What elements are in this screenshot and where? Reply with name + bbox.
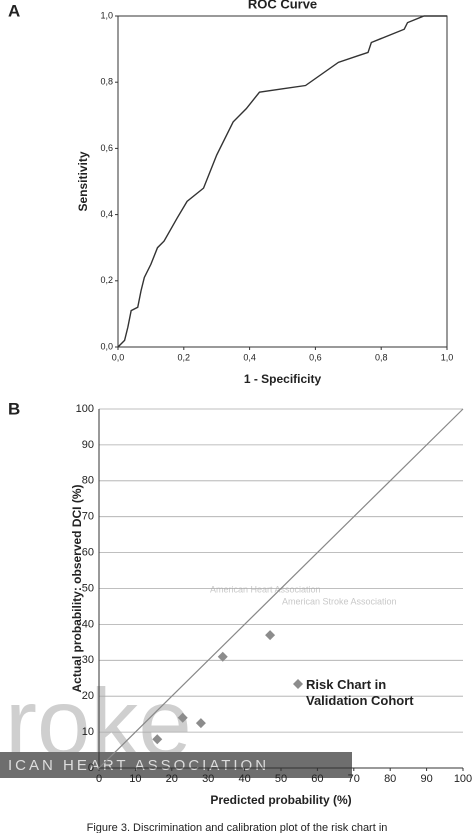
- x-tick-label: 0,0: [112, 352, 125, 362]
- y-axis-label: Sensitivity: [76, 151, 90, 211]
- x-tick-label: 40: [238, 773, 250, 785]
- x-axis-label: Predicted probability (%): [210, 793, 351, 807]
- watermark: American Heart Association: [210, 584, 321, 594]
- y-tick-label: 0: [88, 762, 94, 774]
- x-tick-label: 90: [420, 773, 432, 785]
- panel-label: B: [8, 399, 20, 418]
- panel-label: A: [8, 1, 20, 20]
- legend-marker: [293, 679, 303, 689]
- x-tick-label: 30: [202, 773, 214, 785]
- data-point: [152, 734, 163, 745]
- roc-line: [117, 15, 447, 348]
- x-tick-label: 100: [454, 773, 472, 785]
- x-tick-label: 60: [311, 773, 323, 785]
- x-tick-label: 50: [275, 773, 287, 785]
- y-tick-label: 0,8: [100, 77, 113, 87]
- x-tick-label: 70: [348, 773, 360, 785]
- x-tick-label: 0,6: [309, 352, 322, 362]
- plot-frame: [117, 15, 448, 348]
- watermark-band: [0, 752, 352, 778]
- y-tick-label: 20: [82, 690, 94, 702]
- y-tick-label: 0,6: [100, 143, 113, 153]
- x-tick-label: 0: [96, 773, 102, 785]
- y-tick-label: 70: [82, 511, 94, 523]
- y-tick-label: 0,4: [100, 209, 113, 219]
- data-point: [265, 630, 276, 641]
- watermark: American Stroke Association: [282, 596, 397, 606]
- watermark: ICAN HEART ASSOCIATION: [8, 757, 269, 774]
- data-point: [195, 718, 206, 729]
- x-tick-label: 0,2: [178, 352, 191, 362]
- y-tick-label: 10: [82, 726, 94, 738]
- y-tick-label: 100: [76, 403, 94, 415]
- y-tick-label: 40: [82, 618, 94, 630]
- y-tick-label: 0,2: [100, 275, 113, 285]
- data-point: [177, 712, 188, 723]
- y-tick-label: 0,0: [100, 341, 113, 351]
- y-tick-label: 60: [82, 547, 94, 559]
- y-axis-label: Actual probability: observed DCI (%): [70, 484, 84, 692]
- reference-line: [98, 408, 464, 769]
- caption: Figure 3. Discrimination and calibration…: [87, 822, 388, 833]
- chart-title: ROC Curve: [248, 0, 317, 11]
- x-tick-label: 80: [384, 773, 396, 785]
- x-tick-label: 0,4: [243, 352, 256, 362]
- x-tick-label: 20: [166, 773, 178, 785]
- x-tick-label: 0,8: [375, 352, 388, 362]
- data-point: [217, 651, 228, 662]
- y-tick-label: 90: [82, 439, 94, 451]
- x-axis-label: 1 - Specificity: [244, 372, 322, 386]
- y-tick-label: 80: [82, 475, 94, 487]
- y-tick-label: 1,0: [100, 10, 113, 20]
- y-tick-label: 30: [82, 654, 94, 666]
- y-tick-label: 50: [82, 582, 94, 594]
- x-tick-label: 10: [129, 773, 141, 785]
- legend-label: Risk Chart in Validation Cohort: [306, 677, 414, 708]
- x-tick-label: 1,0: [441, 352, 454, 362]
